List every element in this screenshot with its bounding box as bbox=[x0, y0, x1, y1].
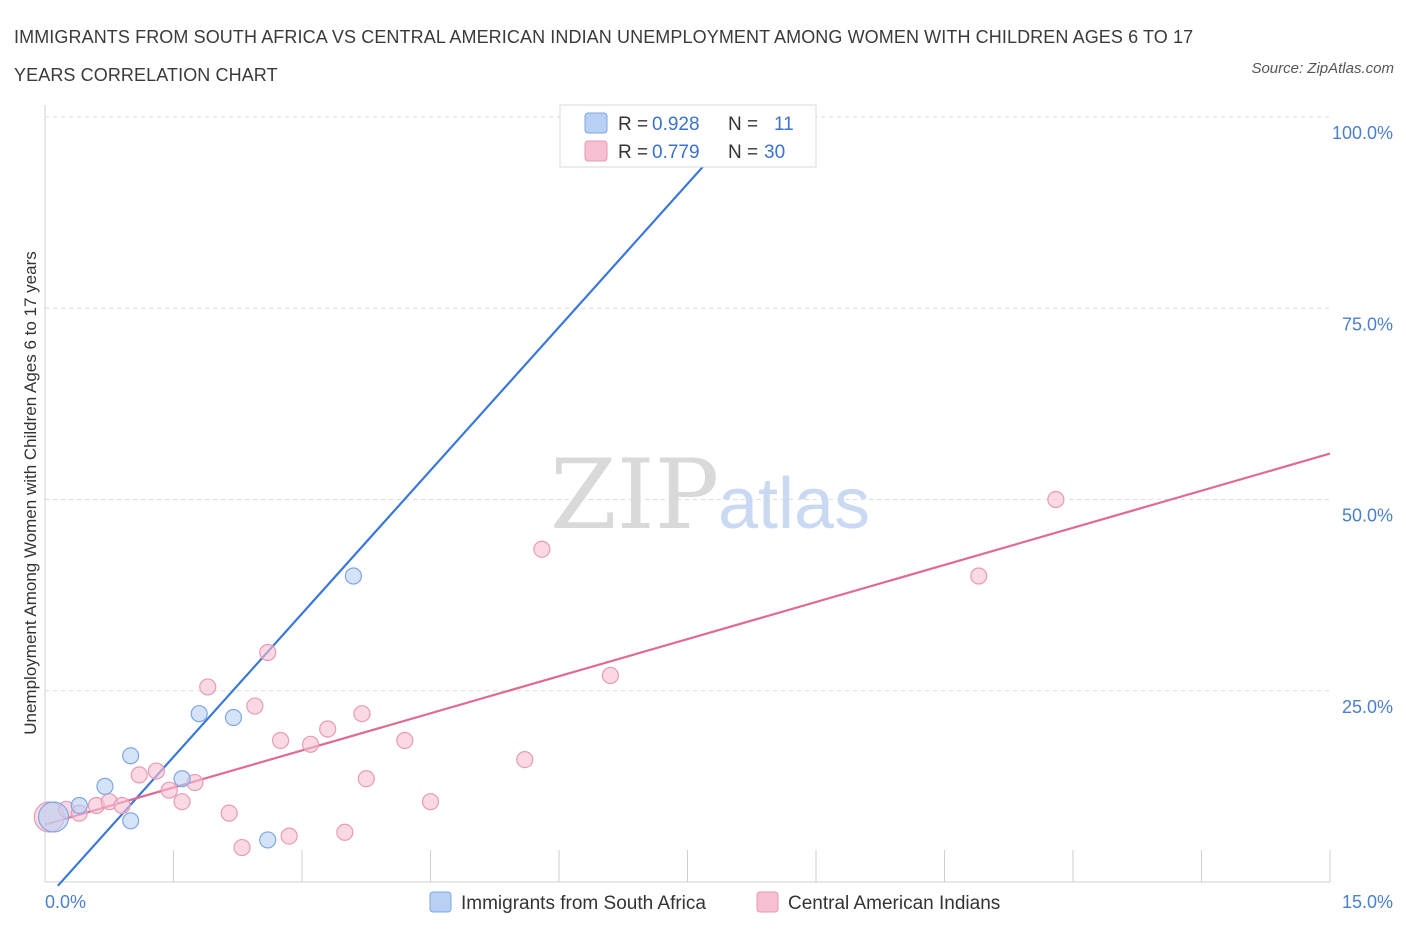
point-blue-7 bbox=[224, 708, 243, 727]
point-blue-1 bbox=[70, 796, 88, 815]
trend-lines bbox=[44, 135, 1331, 887]
point-pink-13 bbox=[233, 838, 251, 857]
tick-labels: 25.0% 50.0% 75.0% 100.0% 0.0% 15.0% bbox=[45, 123, 1393, 912]
series-legend-label-pink: Central American Indians bbox=[788, 893, 1000, 914]
y-tick-label-0: 25.0% bbox=[1342, 697, 1393, 717]
point-blue-5 bbox=[173, 770, 191, 788]
point-pink-23 bbox=[396, 731, 414, 750]
point-pink-16 bbox=[271, 731, 290, 750]
point-pink-7 bbox=[147, 762, 165, 780]
y-axis-title: Unemployment Among Women with Children A… bbox=[21, 251, 40, 735]
point-blue-9 bbox=[344, 567, 362, 585]
point-pink-18 bbox=[301, 735, 320, 753]
series-legend-swatch-blue bbox=[429, 891, 452, 913]
series-legend-label-blue: Immigrants from South Africa bbox=[461, 893, 706, 914]
point-pink-6 bbox=[130, 766, 148, 784]
point-pink-11 bbox=[199, 678, 217, 696]
legend-r-label-2: R = bbox=[618, 142, 648, 163]
point-pink-5 bbox=[113, 796, 131, 815]
legend-r-value-2: 0.779 bbox=[652, 142, 700, 163]
axes bbox=[44, 105, 1331, 883]
y-tick-label-2: 75.0% bbox=[1342, 314, 1393, 334]
point-pink-27 bbox=[601, 666, 620, 685]
point-pink-15 bbox=[259, 643, 277, 662]
series-legend-swatch-pink bbox=[756, 891, 779, 913]
chart-title: IMMIGRANTS FROM SOUTH AFRICA VS CENTRAL … bbox=[14, 27, 1194, 85]
point-blue-6 bbox=[190, 705, 208, 723]
legend-n-label-1: N = bbox=[728, 114, 758, 135]
y-tick-label-1: 50.0% bbox=[1342, 506, 1393, 526]
point-pink-20 bbox=[336, 823, 354, 841]
x-tick-label-max: 15.0% bbox=[1342, 892, 1393, 912]
correlation-legend: R = 0.928 N = 11 R = 0.779 N = 30 bbox=[559, 104, 817, 168]
legend-n-value-1: 11 bbox=[774, 114, 794, 135]
legend-n-value-2: 30 bbox=[764, 142, 785, 163]
legend-r-value-1: 0.928 bbox=[652, 114, 700, 135]
point-pink-28 bbox=[970, 567, 988, 585]
legend-swatch-blue bbox=[584, 112, 608, 134]
point-pink-17 bbox=[280, 827, 298, 845]
point-pink-21 bbox=[353, 705, 371, 723]
point-blue-4 bbox=[122, 812, 140, 830]
point-pink-19 bbox=[319, 720, 337, 738]
point-pink-29 bbox=[1047, 490, 1065, 509]
watermark-zip: ZIP bbox=[550, 439, 719, 551]
point-blue-2 bbox=[96, 777, 114, 795]
trend-line-pink bbox=[44, 452, 1331, 826]
x-tick-label-min: 0.0% bbox=[45, 892, 86, 912]
trend-line-blue bbox=[57, 135, 732, 887]
point-pink-24 bbox=[421, 793, 440, 811]
point-pink-12 bbox=[220, 804, 238, 822]
legend-n-label-2: N = bbox=[728, 142, 758, 163]
point-pink-26 bbox=[533, 540, 551, 558]
watermark-atlas: atlas bbox=[718, 464, 870, 544]
series-legend: Immigrants from South Africa Central Ame… bbox=[429, 891, 1000, 914]
point-pink-9 bbox=[173, 793, 191, 811]
point-pink-22 bbox=[357, 770, 375, 788]
point-pink-25 bbox=[516, 750, 534, 769]
source-label: Source: ZipAtlas.com bbox=[1251, 60, 1394, 77]
y-tick-label-3: 100.0% bbox=[1332, 123, 1393, 143]
point-pink-14 bbox=[246, 697, 264, 715]
grid-lines bbox=[45, 116, 1330, 692]
legend-swatch-pink bbox=[584, 140, 608, 162]
point-blue-0 bbox=[37, 801, 70, 833]
point-pink-8 bbox=[160, 781, 178, 799]
point-blue-8 bbox=[259, 831, 277, 849]
legend-r-label-1: R = bbox=[618, 114, 648, 135]
point-blue-3 bbox=[122, 747, 140, 765]
